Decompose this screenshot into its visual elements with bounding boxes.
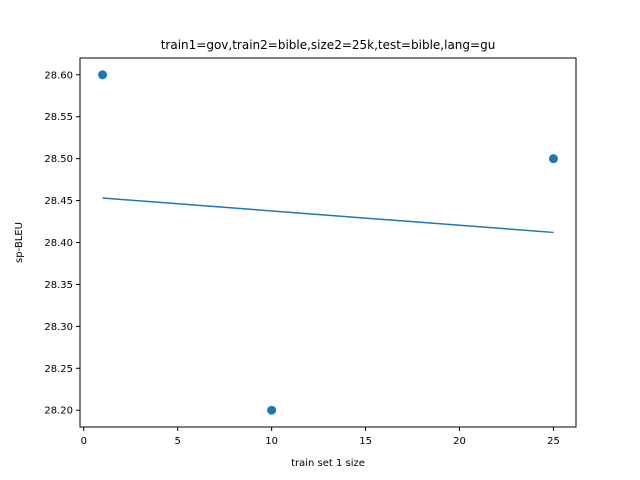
- x-tick-label: 10: [265, 436, 278, 447]
- x-tick-label: 5: [175, 436, 181, 447]
- chart-title: train1=gov,train2=bible,size2=25k,test=b…: [161, 38, 496, 52]
- y-tick-label: 28.20: [44, 406, 73, 417]
- plot-area: [98, 70, 558, 415]
- x-tick-label: 20: [453, 436, 466, 447]
- y-tick-label: 28.45: [44, 196, 73, 207]
- data-point: [267, 405, 277, 415]
- plot-frame: [79, 57, 577, 428]
- y-tick-label: 28.25: [44, 364, 73, 375]
- y-axis: 28.20 28.25 28.30 28.35 28.40 28.45 28.50 28.55…: [44, 70, 80, 417]
- y-axis-label: sp-BLEU: [14, 222, 25, 263]
- x-tick-label: 0: [81, 436, 87, 447]
- y-tick-label: 28.40: [44, 238, 73, 249]
- y-tick-label: 28.30: [44, 322, 73, 333]
- x-axis-label: train set 1 size: [291, 458, 365, 469]
- x-tick-label: 15: [359, 436, 372, 447]
- y-tick-label: 28.35: [44, 280, 73, 291]
- data-point: [98, 70, 108, 80]
- data-point: [548, 154, 558, 164]
- y-tick-label: 28.60: [44, 70, 73, 81]
- y-tick-label: 28.50: [44, 154, 73, 165]
- x-tick-label: 25: [547, 436, 560, 447]
- trend-line: [102, 197, 554, 234]
- y-tick-label: 28.55: [44, 112, 73, 123]
- x-axis: 0 5 10 15 20 25: [81, 427, 560, 447]
